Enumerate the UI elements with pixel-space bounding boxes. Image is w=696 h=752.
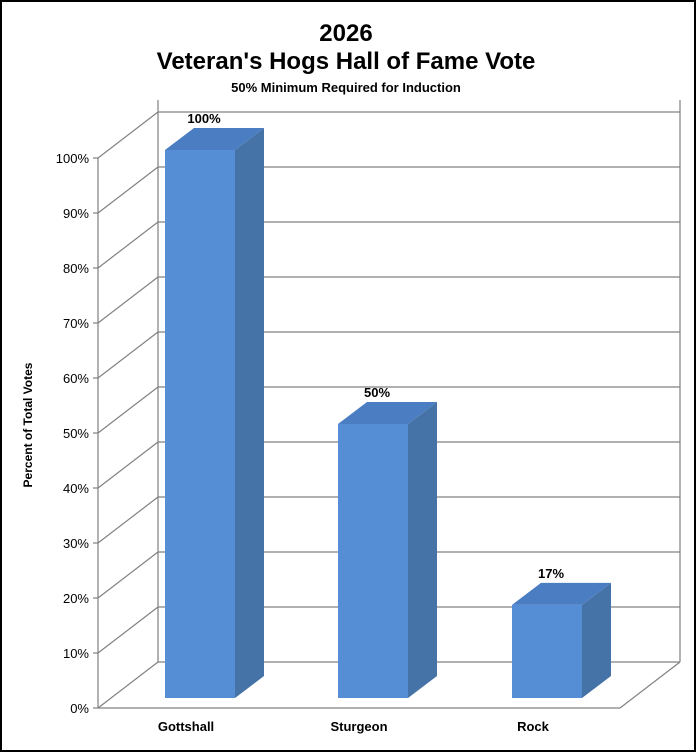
y-tick-label: 50% (63, 426, 89, 441)
bar-top-gottshall (165, 128, 264, 150)
side-gridline (97, 441, 159, 489)
bar-sturgeon (338, 424, 408, 698)
y-tick-label: 0% (70, 701, 89, 716)
side-gridline (97, 111, 159, 159)
chart-subtitle: 50% Minimum Required for Induction (231, 80, 461, 95)
data-label: 100% (187, 111, 221, 126)
y-tick-label: 60% (63, 371, 89, 386)
side-gridline (97, 166, 159, 214)
bar-top-sturgeon (338, 402, 437, 424)
bar-rock (512, 604, 582, 698)
side-gridline (97, 661, 159, 709)
y-tick-label: 80% (63, 261, 89, 276)
bar-side-gottshall (235, 128, 264, 698)
x-axis-labels: Gottshall Sturgeon Rock (158, 719, 550, 734)
y-tick-label: 30% (63, 536, 89, 551)
side-gridline (97, 331, 159, 379)
side-gridline (97, 551, 159, 599)
data-labels: 100% 50% 17% (187, 111, 564, 581)
x-tick-label: Gottshall (158, 719, 214, 734)
y-tick-label: 40% (63, 481, 89, 496)
chart-title-line2: Veteran's Hogs Hall of Fame Vote (156, 48, 536, 75)
floor-right-edge (619, 661, 681, 709)
bar-gottshall (165, 150, 235, 698)
side-gridline (97, 496, 159, 544)
chart-title-block: 2026 Veteran's Hogs Hall of Fame Vote 50… (0, 20, 692, 98)
bar-side-sturgeon (408, 402, 437, 698)
bars (165, 128, 611, 698)
chart-title: 2026 (319, 20, 373, 47)
data-label: 50% (364, 385, 390, 400)
y-tick-label: 100% (56, 151, 90, 166)
side-gridline (97, 221, 159, 269)
y-tick-label: 10% (63, 646, 89, 661)
y-axis-label: Percent of Total Votes (21, 362, 35, 487)
bar-top-rock (512, 582, 611, 605)
bar-side-rock (582, 582, 611, 698)
y-tick-label: 20% (63, 591, 89, 606)
side-gridline (97, 606, 159, 654)
data-label: 17% (538, 566, 564, 581)
side-gridline (97, 386, 159, 434)
y-tick-label: 90% (63, 206, 89, 221)
y-axis: 0% 10% 20% 30% 40% 50% 60% 70% 80% 90% 100% (56, 151, 681, 716)
side-gridline (97, 276, 159, 324)
x-tick-label: Rock (517, 719, 550, 734)
x-tick-label: Sturgeon (330, 719, 387, 734)
y-tick-label: 70% (63, 316, 89, 331)
